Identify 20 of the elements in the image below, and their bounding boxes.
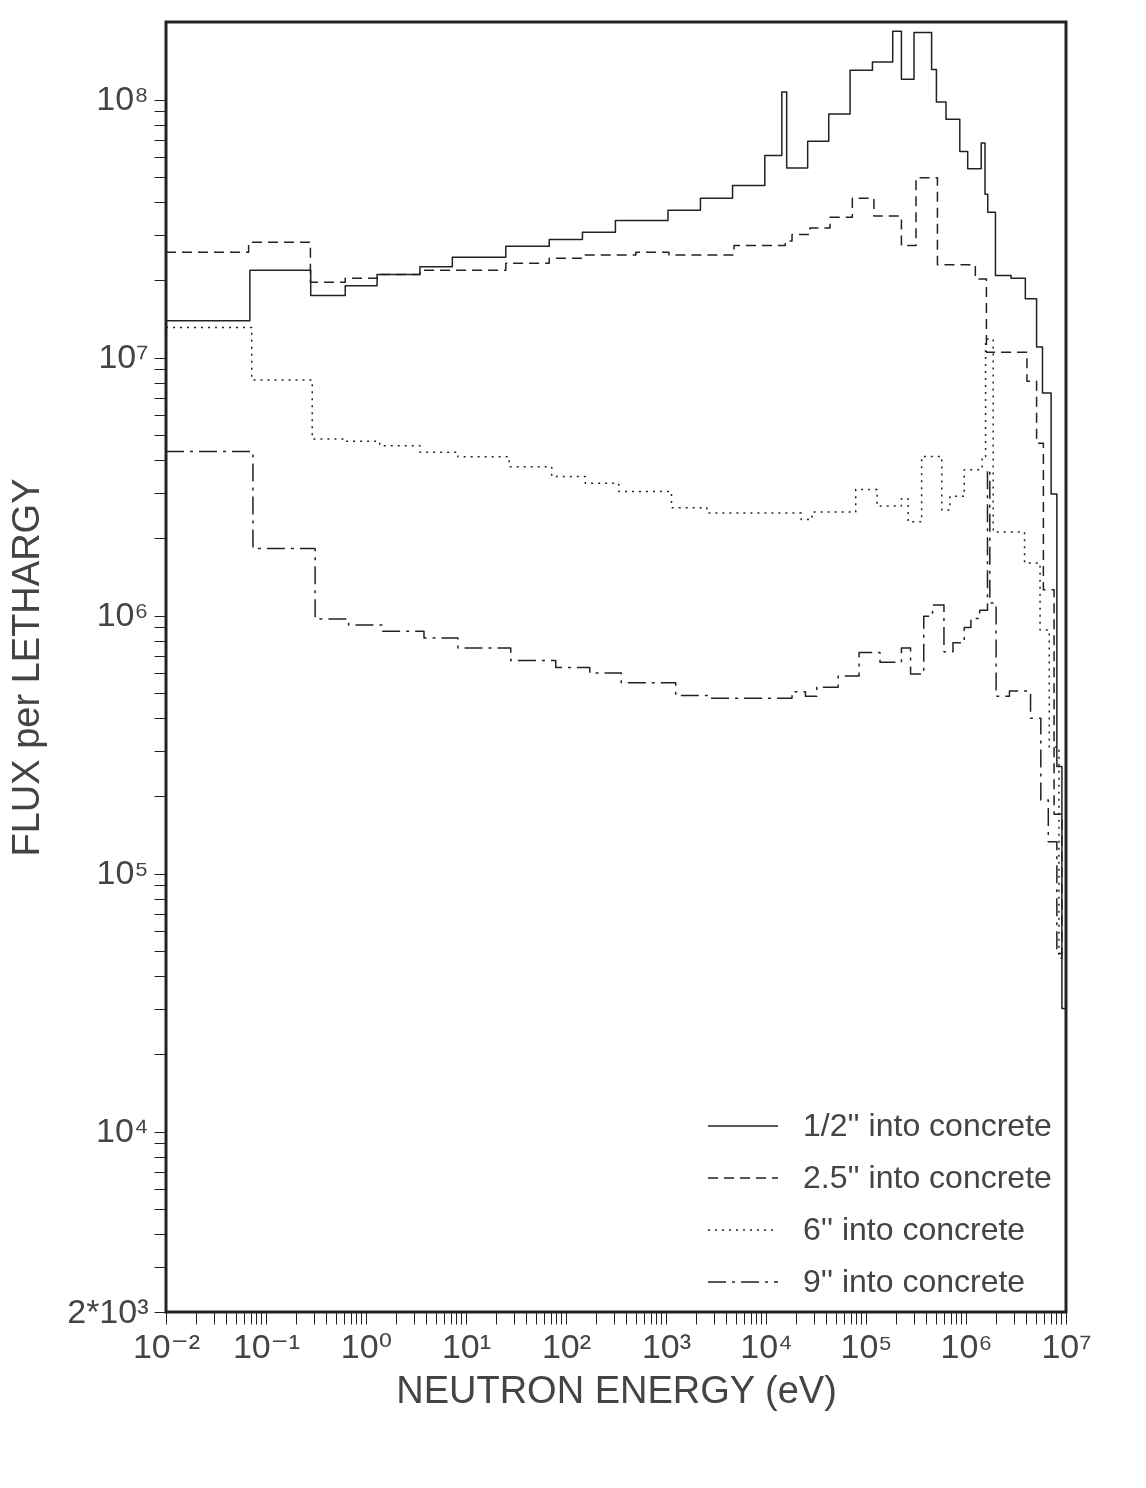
x-tick-label: 10⁵ [840,1326,893,1365]
y-tick-label: 10⁴ [96,1111,149,1150]
x-tick-label: 10⁴ [740,1326,793,1365]
y-tick-label: 10⁸ [96,79,149,118]
x-tick-label: 10⁰ [340,1326,393,1365]
x-axis-title: NEUTRON ENERGY (eV) [396,1368,837,1411]
x-tick-label: 10⁶ [940,1326,993,1365]
legend-label: 9'' into concrete [803,1263,1026,1299]
x-tick-label: 10¹ [441,1326,492,1365]
legend-label: 6'' into concrete [803,1211,1026,1247]
x-tick-label: 10⁻¹ [232,1326,301,1365]
legend-label: 1/2'' into concrete [803,1107,1052,1143]
x-tick-label: 10⁷ [1041,1326,1092,1365]
y-tick-label: 10⁵ [96,853,149,892]
legend-label: 2.5'' into concrete [803,1159,1052,1195]
y-tick-label: 10⁷ [98,337,149,376]
y-tick-label: 10⁶ [96,595,149,634]
y-axis-title: FLUX per LETHARGY [5,478,48,857]
x-tick-label: 10³ [641,1326,692,1365]
x-tick-label: 10² [541,1326,592,1365]
